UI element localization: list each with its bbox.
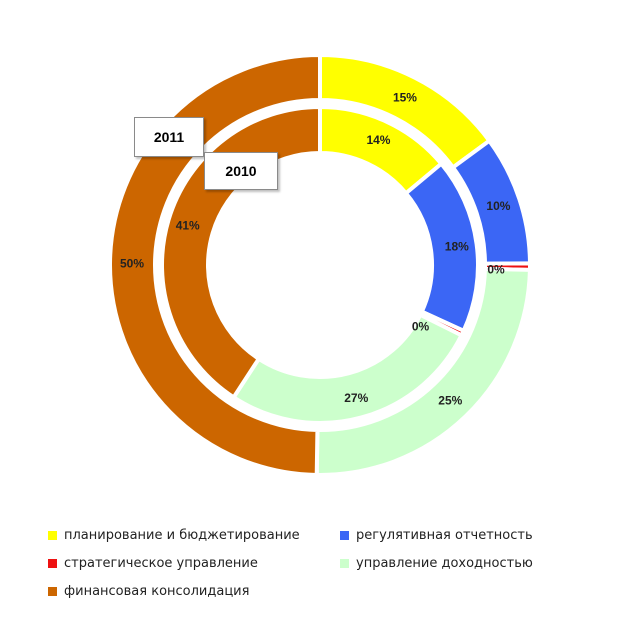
slice-2011-consolidation bbox=[108, 52, 322, 478]
legend-label: планирование и бюджетирование bbox=[64, 528, 300, 543]
slice-label-2011-planning: 15% bbox=[393, 90, 417, 104]
slice-label-2010-regulatory: 18% bbox=[445, 240, 469, 254]
legend-swatch bbox=[48, 587, 57, 596]
legend-label: регулятивная отчетность bbox=[356, 528, 533, 543]
legend-label: управление доходностью bbox=[356, 556, 533, 571]
slice-2010-consolidation bbox=[160, 104, 322, 401]
slice-labels: 14% 18% 0% 27% 41% 15% 10% 0% 25% 50% bbox=[120, 90, 511, 407]
slice-label-2010-consolidation: 41% bbox=[176, 219, 200, 233]
legend-item-strategic: стратегическое управление bbox=[48, 556, 258, 571]
slice-label-2011-profitability: 25% bbox=[438, 394, 462, 408]
legend-item-planning: планирование и бюджетирование bbox=[48, 528, 300, 543]
slice-label-2010-planning: 14% bbox=[366, 133, 390, 147]
slice-label-2011-regulatory: 10% bbox=[486, 199, 510, 213]
year-label-2010: 2010 bbox=[204, 152, 278, 190]
ring-2010 bbox=[160, 104, 480, 425]
legend-item-consolidation: финансовая консолидация bbox=[48, 584, 249, 599]
slice-label-2010-strategic: 0% bbox=[412, 319, 430, 333]
slice-label-2011-strategic: 0% bbox=[487, 262, 505, 276]
legend-item-regulatory: регулятивная отчетность bbox=[340, 528, 533, 543]
legend-swatch bbox=[48, 531, 57, 540]
legend-swatch bbox=[340, 531, 349, 540]
legend-swatch bbox=[340, 559, 349, 568]
legend-label: стратегическое управление bbox=[64, 556, 258, 571]
slice-label-2010-profitability: 27% bbox=[344, 391, 368, 405]
legend-label: финансовая консолидация bbox=[64, 584, 250, 599]
legend-swatch bbox=[48, 559, 57, 568]
ring-2011 bbox=[108, 52, 533, 478]
slice-label-2011-consolidation: 50% bbox=[120, 257, 144, 271]
legend-item-profitability: управление доходностью bbox=[340, 556, 533, 571]
doughnut-chart: 14% 18% 0% 27% 41% 15% 10% 0% 25% 50% bbox=[108, 52, 533, 478]
year-label-2011: 2011 bbox=[134, 117, 204, 157]
